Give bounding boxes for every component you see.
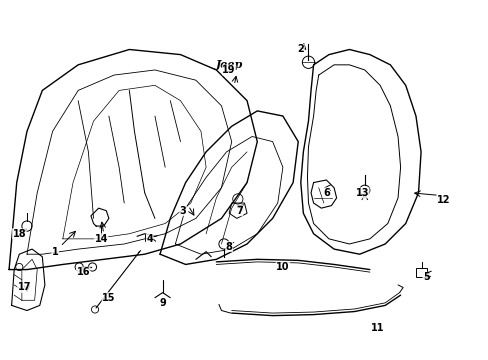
Text: 3: 3	[179, 206, 186, 216]
Text: Jeep: Jeep	[215, 59, 242, 70]
Text: 12: 12	[436, 195, 450, 206]
Text: 2: 2	[297, 45, 304, 54]
Text: 17: 17	[18, 283, 31, 292]
Text: 19: 19	[222, 65, 235, 75]
Text: 7: 7	[236, 206, 242, 216]
Text: 18: 18	[13, 229, 26, 239]
Text: 16: 16	[77, 267, 90, 277]
Text: 15: 15	[102, 293, 115, 303]
Text: 14: 14	[94, 234, 108, 244]
FancyBboxPatch shape	[415, 268, 427, 277]
Text: 11: 11	[370, 323, 384, 333]
Text: 1: 1	[52, 247, 59, 257]
Text: 6: 6	[323, 188, 329, 198]
Text: 9: 9	[159, 298, 165, 308]
Text: 8: 8	[225, 242, 232, 252]
Text: 13: 13	[355, 188, 368, 198]
Text: 10: 10	[276, 262, 289, 272]
Text: 4: 4	[146, 234, 153, 244]
Text: 5: 5	[422, 272, 428, 282]
